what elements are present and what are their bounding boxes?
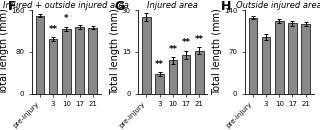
Text: *: *	[64, 14, 68, 23]
Bar	[169, 60, 177, 94]
Title: Injured + outside injured area: Injured + outside injured area	[4, 1, 129, 10]
Text: **: **	[181, 38, 190, 47]
Text: **: **	[155, 60, 164, 69]
Bar	[249, 18, 257, 94]
Bar	[288, 24, 297, 94]
Bar	[155, 74, 164, 94]
Text: H: H	[221, 0, 231, 13]
Title: Injured area: Injured area	[148, 1, 198, 10]
Y-axis label: Total length (mm): Total length (mm)	[110, 9, 120, 95]
Bar	[142, 17, 151, 94]
Bar	[88, 28, 97, 94]
Bar	[301, 24, 310, 94]
Text: **: **	[195, 35, 204, 44]
Bar	[62, 29, 71, 94]
Bar	[262, 37, 270, 94]
Text: **: **	[168, 45, 177, 54]
Bar	[195, 51, 204, 94]
Text: G: G	[115, 0, 125, 13]
Title: Outside injured area: Outside injured area	[236, 1, 320, 10]
Y-axis label: Total length (mm): Total length (mm)	[212, 9, 222, 95]
Bar	[36, 16, 44, 94]
Bar	[182, 55, 190, 94]
Text: F: F	[8, 0, 16, 13]
Bar	[275, 21, 284, 94]
Bar	[49, 39, 57, 94]
Text: **: **	[49, 25, 58, 34]
Bar	[75, 27, 84, 94]
Y-axis label: Total length (mm): Total length (mm)	[0, 9, 10, 95]
